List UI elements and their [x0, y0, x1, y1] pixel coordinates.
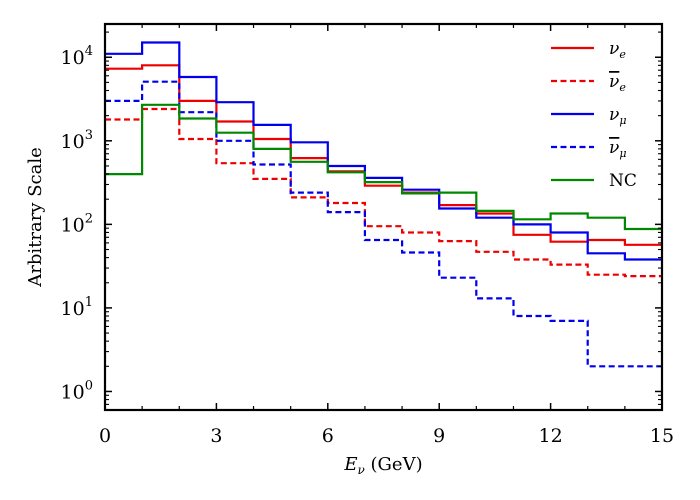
y-axis-title: Arbitrary Scale — [25, 147, 46, 288]
series-line-NC — [105, 103, 662, 231]
x-tick-label: 6 — [322, 425, 334, 447]
legend-label-NC: NC — [609, 171, 637, 191]
x-axis-title: Eν (GeV) — [343, 454, 422, 477]
x-tick-label: 0 — [99, 425, 111, 447]
series-line-nu_mu — [105, 41, 662, 261]
y-tick-label: 103 — [61, 128, 93, 153]
series-line-nubar_mu — [105, 80, 662, 368]
x-tick-label: 15 — [650, 425, 674, 447]
x-axis-title-base: E — [343, 454, 357, 475]
x-tick-label: 12 — [539, 425, 563, 447]
legend: νe νe νμ νμ NC — [551, 39, 637, 191]
x-tick-label: 3 — [210, 425, 222, 447]
series-line-nubar_e — [105, 107, 662, 278]
y-tick-label: 100 — [61, 378, 93, 403]
series-layer — [105, 41, 662, 368]
y-tick-label: 102 — [61, 211, 93, 236]
y-tick-label: 104 — [61, 44, 93, 69]
plot-area-frame — [103, 22, 664, 412]
legend-label-nu_mu: νμ — [609, 105, 627, 127]
series-line-nu_e — [105, 64, 662, 246]
x-tick-label: 9 — [433, 425, 445, 447]
legend-label-nu_e: νe — [609, 39, 626, 61]
axis-ticks: 0 3 6 9 12 15 100 101 102 103 104 — [61, 24, 674, 447]
x-axis-title-suffix: (GeV) — [365, 454, 423, 475]
y-tick-label: 101 — [61, 295, 93, 320]
x-axis-title-sub: ν — [358, 463, 365, 477]
legend-label-nubar_mu: νμ — [609, 138, 627, 160]
legend-label-nubar_e: νe — [609, 72, 626, 94]
